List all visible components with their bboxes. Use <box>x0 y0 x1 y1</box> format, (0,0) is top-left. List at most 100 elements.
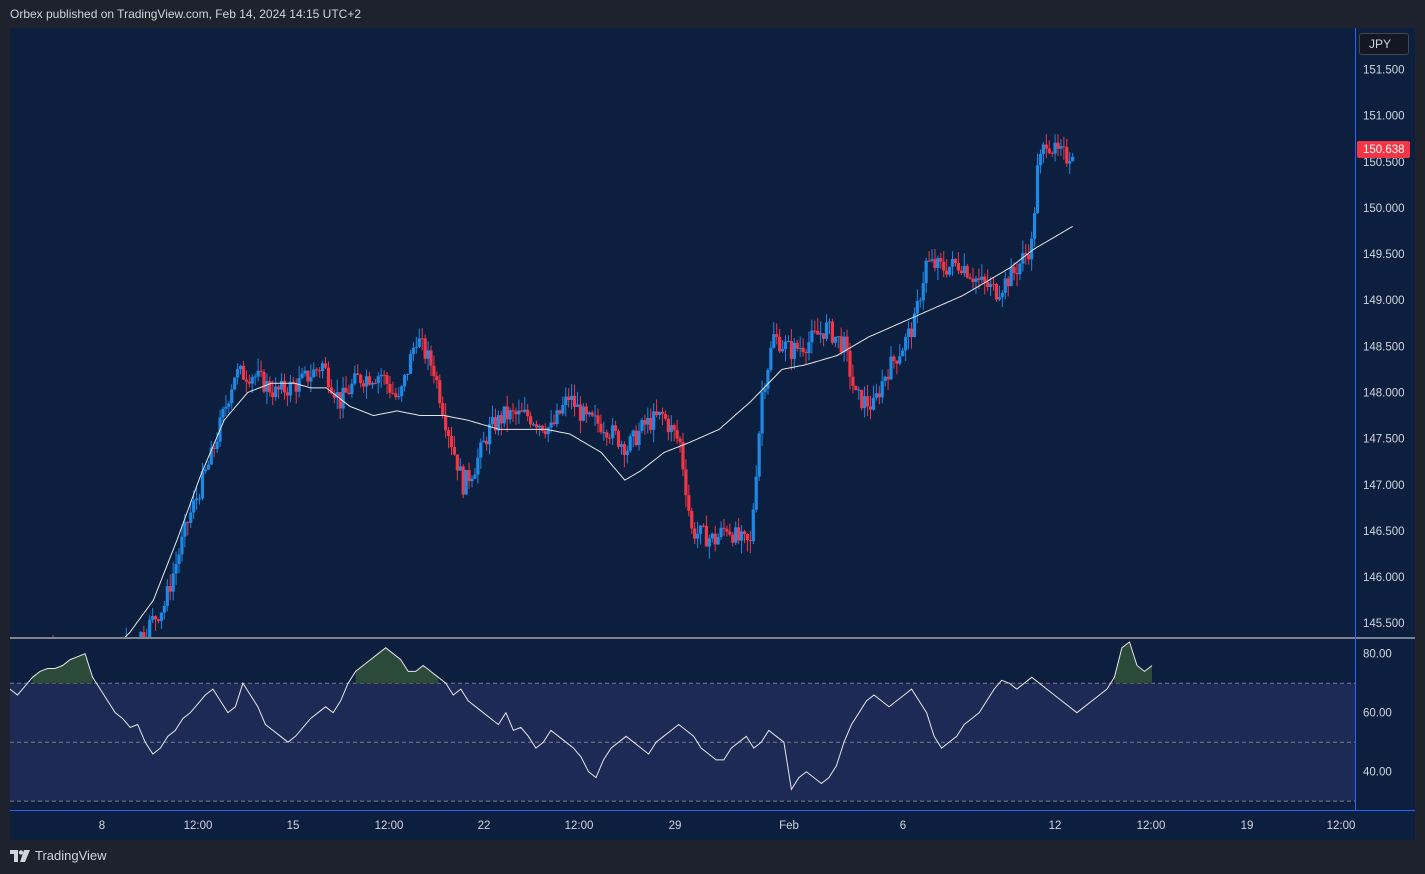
candle-body[interactable] <box>271 392 275 398</box>
candle-body[interactable] <box>836 336 840 338</box>
candle-body[interactable] <box>537 425 541 428</box>
candle-body[interactable] <box>1012 266 1016 273</box>
candle-body[interactable] <box>939 258 943 262</box>
candle-body[interactable] <box>514 411 518 415</box>
tradingview-brand[interactable]: TradingView <box>10 848 107 863</box>
candle-body[interactable] <box>760 392 764 434</box>
candle-body[interactable] <box>713 533 717 545</box>
candle-body[interactable] <box>860 389 864 409</box>
candle-body[interactable] <box>531 424 536 426</box>
candle-body[interactable] <box>250 377 254 384</box>
candle-body[interactable] <box>564 396 568 406</box>
candle-body[interactable] <box>599 423 603 433</box>
candle-body[interactable] <box>997 296 1002 300</box>
candle-body[interactable] <box>265 381 269 392</box>
candle-body[interactable] <box>417 338 421 347</box>
candle-body[interactable] <box>742 531 747 534</box>
candle-body[interactable] <box>701 525 706 527</box>
candle-body[interactable] <box>986 281 990 288</box>
candle-body[interactable] <box>824 322 829 339</box>
candle-body[interactable] <box>901 350 905 357</box>
candle-body[interactable] <box>628 436 632 451</box>
candle-body[interactable] <box>798 347 802 349</box>
candle-body[interactable] <box>253 376 257 378</box>
candle-body[interactable] <box>646 417 650 425</box>
candle-body[interactable] <box>983 276 987 282</box>
candle-body[interactable] <box>687 495 691 511</box>
candle-body[interactable] <box>1050 152 1054 154</box>
candle-body[interactable] <box>991 283 996 285</box>
candle-body[interactable] <box>930 259 934 261</box>
candle-body[interactable] <box>886 376 890 380</box>
candle-body[interactable] <box>942 261 946 271</box>
candle-body[interactable] <box>411 347 416 355</box>
candle-body[interactable] <box>487 424 492 445</box>
candle-body[interactable] <box>171 573 175 592</box>
candle-body[interactable] <box>945 270 949 275</box>
candle-body[interactable] <box>446 430 451 437</box>
candle-body[interactable] <box>238 365 243 370</box>
candle-body[interactable] <box>637 430 641 446</box>
candle-body[interactable] <box>414 346 418 348</box>
candle-body[interactable] <box>1056 142 1060 149</box>
candle-body[interactable] <box>912 313 917 338</box>
candle-body[interactable] <box>151 616 155 620</box>
candle-body[interactable] <box>716 536 720 545</box>
candle-body[interactable] <box>449 436 454 447</box>
candle-body[interactable] <box>335 392 339 398</box>
candle-body[interactable] <box>490 417 495 425</box>
candle-body[interactable] <box>830 321 834 343</box>
candle-body[interactable] <box>347 392 351 395</box>
candle-body[interactable] <box>833 336 837 343</box>
candle-body[interactable] <box>959 270 963 274</box>
candle-body[interactable] <box>1071 156 1075 161</box>
candle-body[interactable] <box>948 266 952 275</box>
candle-body[interactable] <box>156 619 161 622</box>
candle-body[interactable] <box>789 340 793 360</box>
candle-body[interactable] <box>508 410 512 420</box>
candle-body[interactable] <box>839 336 843 353</box>
candle-body[interactable] <box>608 437 612 439</box>
candle-body[interactable] <box>684 469 688 496</box>
candle-body[interactable] <box>737 527 741 541</box>
candle-body[interactable] <box>329 387 333 394</box>
candle-body[interactable] <box>215 441 219 449</box>
candle-body[interactable] <box>915 301 919 314</box>
candle-body[interactable] <box>865 396 870 407</box>
candle-body[interactable] <box>593 415 597 417</box>
candle-body[interactable] <box>382 374 386 376</box>
candle-body[interactable] <box>529 416 533 425</box>
candle-body[interactable] <box>681 441 685 470</box>
candle-body[interactable] <box>429 350 433 366</box>
candle-body[interactable] <box>745 533 750 541</box>
candle-body[interactable] <box>227 403 231 407</box>
candle-body[interactable] <box>880 381 884 398</box>
candle-body[interactable] <box>663 413 667 419</box>
candle-body[interactable] <box>543 430 547 435</box>
candle-body[interactable] <box>871 397 876 410</box>
candle-body[interactable] <box>332 393 336 398</box>
candle-body[interactable] <box>423 338 427 359</box>
candle-body[interactable] <box>851 376 855 386</box>
candle-body[interactable] <box>921 283 925 301</box>
candle-body[interactable] <box>197 498 202 500</box>
candle-body[interactable] <box>622 444 626 456</box>
candle-body[interactable] <box>303 370 307 374</box>
candle-body[interactable] <box>180 536 184 555</box>
candle-body[interactable] <box>479 442 483 458</box>
candle-body[interactable] <box>259 370 263 372</box>
candle-body[interactable] <box>189 512 193 523</box>
candle-body[interactable] <box>177 554 181 565</box>
candle-body[interactable] <box>561 405 565 414</box>
candle-body[interactable] <box>194 498 199 501</box>
candle-body[interactable] <box>763 388 767 393</box>
candle-body[interactable] <box>432 365 436 377</box>
candle-body[interactable] <box>1024 253 1028 255</box>
candle-body[interactable] <box>241 365 246 380</box>
candle-body[interactable] <box>584 406 588 415</box>
candle-body[interactable] <box>230 389 234 404</box>
candle-body[interactable] <box>590 412 594 416</box>
candle-body[interactable] <box>148 619 152 639</box>
candle-body[interactable] <box>558 410 562 414</box>
